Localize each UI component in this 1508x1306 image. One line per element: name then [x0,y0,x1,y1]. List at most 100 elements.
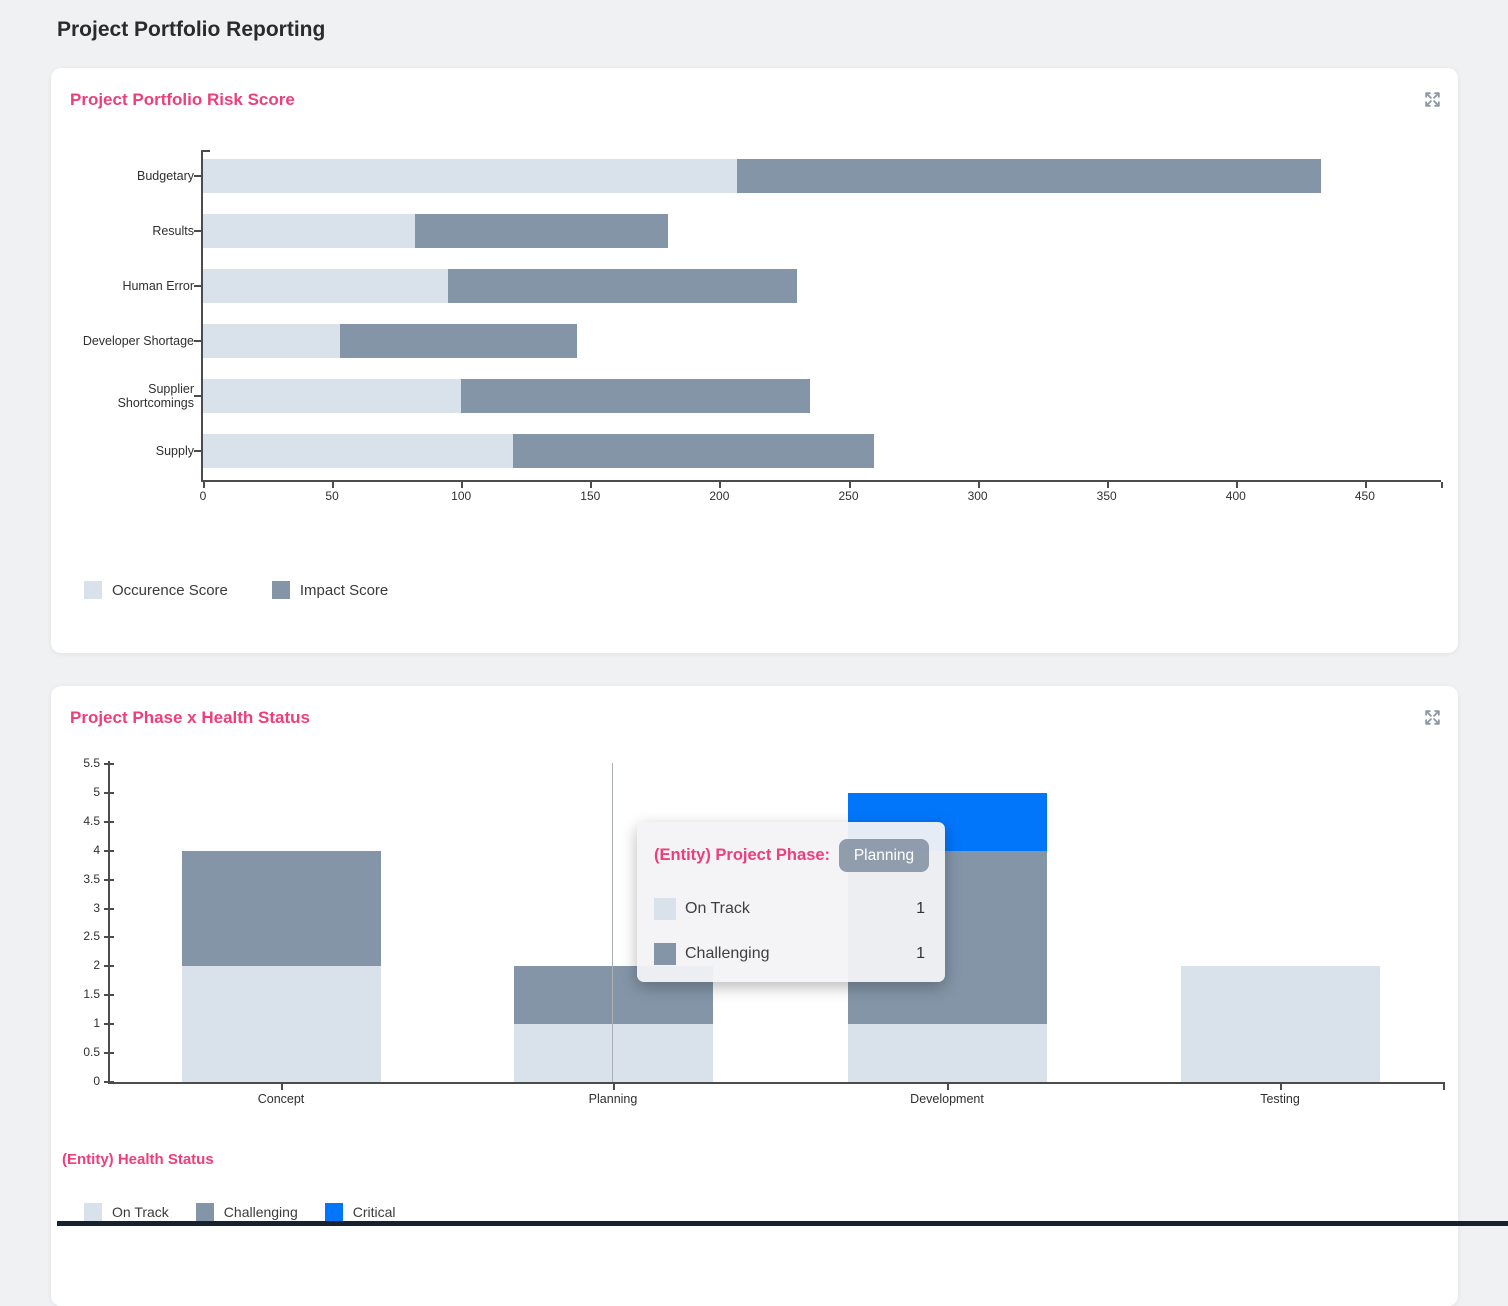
critical-legend-label[interactable]: Critical [352,1204,396,1220]
impact-score-swatch[interactable] [271,581,290,599]
x-tick [590,482,593,488]
bar-concept-on-track[interactable] [181,966,381,1082]
occurence-score-swatch[interactable] [84,581,102,599]
bar-concept-challenging[interactable] [181,850,381,967]
occurence-score-label[interactable]: Occurence Score [112,581,228,599]
on-track-swatch [654,898,676,920]
category-label-testing: Testing [1260,1092,1300,1106]
x-tick-label: 400 [1225,489,1246,503]
bar-planning-on-track[interactable] [513,1024,713,1082]
category-tick [194,285,203,287]
tooltip-row-challenging: Challenging 1 [654,943,925,965]
bar-supply-occurence-score[interactable] [203,434,513,468]
x-tick-label: 450 [1354,489,1375,503]
y-tick [104,878,114,881]
category-tick [281,1084,283,1090]
challenging-swatch [654,943,676,965]
challenging-legend-label[interactable]: Challenging [223,1204,298,1220]
x-tick [461,482,464,488]
chart-tooltip: (Entity) Project Phase: Planning On Trac… [637,822,945,982]
category-tick [194,450,203,452]
category-label-development: Development [910,1092,984,1106]
y-tick [104,820,114,823]
on-track-legend-swatch[interactable] [84,1203,102,1221]
category-label-developer-shortage: Developer Shortage [82,334,194,348]
bar-results-occurence-score[interactable] [203,214,415,248]
critical-legend-swatch[interactable] [324,1203,343,1221]
category-label-supply: Supply [155,444,194,458]
phase-expand-button[interactable] [1422,708,1442,728]
category-label-budgetary: Budgetary [137,169,194,183]
category-label-results: Results [152,224,194,238]
y-axis-line [108,761,110,1082]
category-tick [947,1084,949,1090]
category-tick [194,395,203,397]
challenging-legend-swatch[interactable] [195,1203,214,1221]
x-tick-label: 350 [1096,489,1117,503]
x-tick [719,482,722,488]
y-axis-line [201,150,203,480]
x-tick-label: 150 [580,489,601,503]
y-tick-label: 4 [93,842,100,857]
category-label-supplier-shortcomings: Supplier Shortcomings [117,382,194,410]
bar-developer-shortage-impact-score[interactable] [339,324,578,358]
phase-health-card: Project Phase x Health Status 0 0.5 1 1.5 2 2… [51,686,1458,1306]
y-tick-label: 1 [93,1016,100,1031]
x-tick [1364,482,1367,488]
y-tick [104,849,114,852]
y-tick [104,994,114,997]
y-axis-end-tick [203,150,210,152]
on-track-legend-label[interactable]: On Track [112,1204,169,1220]
phase-legend: On Track Challenging Critical [84,1203,423,1221]
x-tick [203,482,205,488]
risk-score-card: Project Portfolio Risk Score 0 50 100 150 20… [51,68,1458,653]
bottom-dark-bar [57,1221,1508,1226]
category-tick [194,230,203,232]
y-tick [104,936,114,939]
y-tick-label: 3.5 [83,871,100,886]
category-label-human-error: Human Error [122,279,194,293]
y-tick [104,762,114,765]
y-tick-label: 5.5 [83,755,100,770]
y-tick [104,1052,114,1055]
bar-human-error-occurence-score[interactable] [203,269,449,303]
y-tick [104,791,114,794]
x-tick [1106,482,1109,488]
y-tick-label: 3 [93,900,100,915]
y-tick [104,907,114,910]
risk-card-title: Project Portfolio Risk Score [70,90,295,109]
tooltip-row-on-track: On Track 1 [654,898,925,920]
bar-budgetary-occurence-score[interactable] [203,159,738,193]
bar-developer-shortage-occurence-score[interactable] [203,324,340,358]
y-tick-label: 4.5 [83,813,100,828]
bar-budgetary-impact-score[interactable] [737,159,1321,193]
tooltip-on-track-label: On Track [685,900,750,917]
y-tick [104,965,114,968]
bar-human-error-impact-score[interactable] [448,269,797,303]
x-tick-label: 200 [709,489,730,503]
bar-development-on-track[interactable] [847,1024,1047,1082]
category-label-planning: Planning [588,1092,638,1106]
x-axis-line [201,480,1441,482]
risk-legend: Occurence Score Impact Score [84,581,432,599]
category-label-concept: Concept [257,1092,305,1106]
tooltip-challenging-label: Challenging [685,945,770,962]
category-tick [1280,1084,1282,1090]
page-title: Project Portfolio Reporting [57,18,326,41]
y-tick [104,1023,114,1026]
bar-testing-on-track[interactable] [1180,966,1380,1082]
tooltip-heading: (Entity) Project Phase: [654,846,831,864]
tooltip-challenging-value: 1 [916,945,925,962]
tooltip-phase-badge: Planning [839,839,929,872]
risk-expand-button[interactable] [1422,90,1442,110]
y-tick-label: 5 [93,784,100,799]
expand-icon [1423,710,1442,730]
bar-supplier-shortcomings-impact-score[interactable] [461,379,810,413]
bar-supplier-shortcomings-occurence-score[interactable] [203,379,462,413]
impact-score-label[interactable]: Impact Score [299,581,389,599]
bar-supply-impact-score[interactable] [512,434,875,468]
x-tick-label: 0 [199,489,207,503]
health-status-axis-title: (Entity) Health Status [62,1151,214,1168]
bar-results-impact-score[interactable] [414,214,668,248]
x-tick-label: 50 [325,489,339,503]
